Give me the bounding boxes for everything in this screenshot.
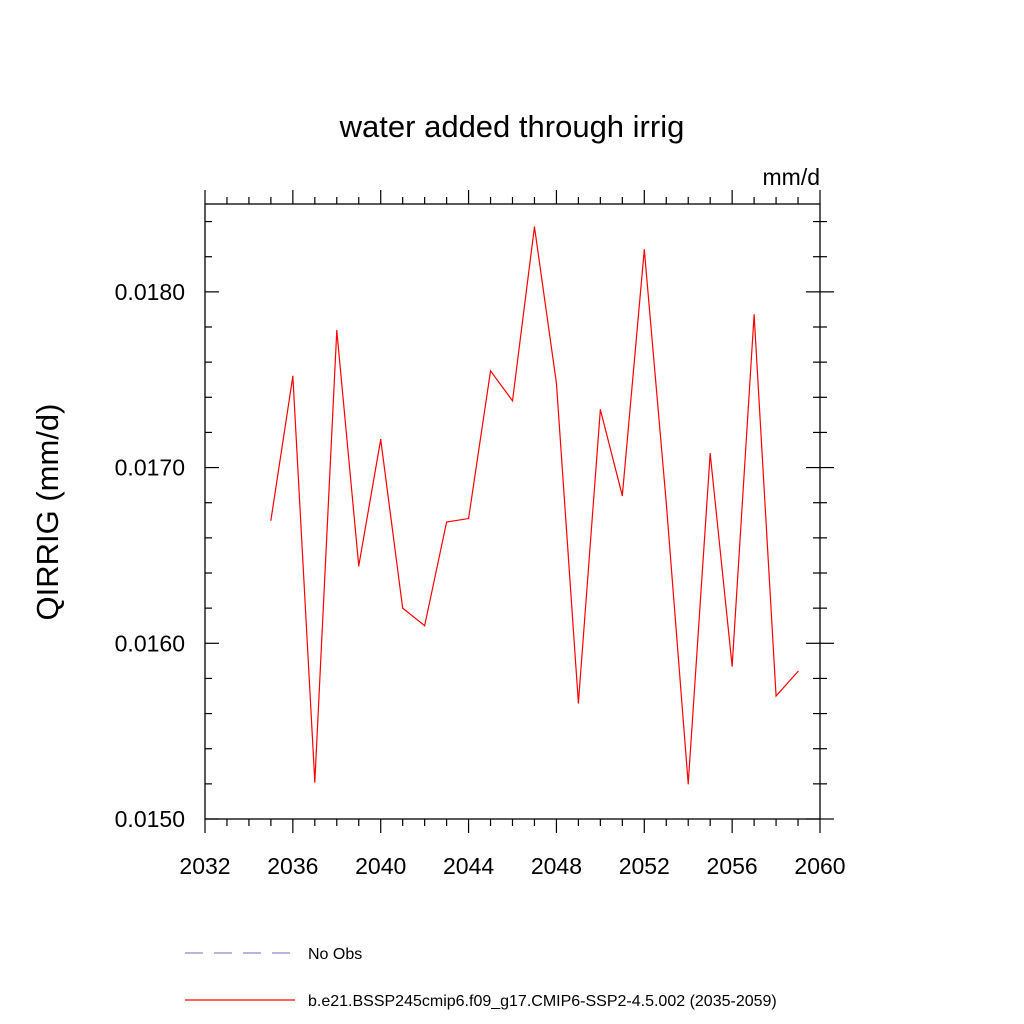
data-point <box>402 607 404 609</box>
data-point <box>511 400 514 402</box>
data-point <box>424 625 426 627</box>
data-point <box>731 665 733 667</box>
x-tick-label: 2032 <box>179 853 230 879</box>
x-tick-label: 2060 <box>794 853 845 879</box>
data-point <box>336 329 338 332</box>
data-point <box>533 226 536 228</box>
data-point <box>314 781 316 783</box>
x-tick-labels: 2032 2036 2040 2044 2048 2052 2056 2060 <box>179 853 845 879</box>
x-tick-label: 2044 <box>443 853 494 879</box>
data-point <box>446 521 448 523</box>
data-point <box>599 408 601 411</box>
data-point <box>555 382 558 384</box>
series-line <box>270 226 799 784</box>
x-tick-label: 2056 <box>707 853 758 879</box>
data-point <box>621 495 623 497</box>
y-tick-label: 0.0170 <box>115 455 185 481</box>
x-tick-label: 2040 <box>355 853 406 879</box>
data-point <box>358 565 360 567</box>
data-point <box>577 702 579 704</box>
units-label: mm/d <box>763 164 821 190</box>
y-tick-label: 0.0150 <box>115 806 185 832</box>
data-point <box>665 502 667 504</box>
y-axis-label: QIRRIG (mm/d) <box>30 404 65 621</box>
legend: No Obs b.e21.BSSP245cmip6.f09_g17.CMIP6-… <box>185 946 777 1010</box>
x-tick-label: 2052 <box>619 853 670 879</box>
data-point <box>270 519 272 521</box>
legend-label-no-obs: No Obs <box>308 946 362 963</box>
data-point <box>380 438 382 441</box>
data-point <box>489 370 492 372</box>
legend-label-model: b.e21.BSSP245cmip6.f09_g17.CMIP6-SSP2-4.… <box>308 993 777 1010</box>
axis-ticks <box>204 190 834 833</box>
y-tick-label: 0.0160 <box>115 630 185 656</box>
series-lines <box>270 226 799 785</box>
y-tick-label: 0.0180 <box>115 279 185 305</box>
data-point <box>753 314 755 316</box>
data-point <box>292 375 294 377</box>
x-tick-label: 2048 <box>531 853 582 879</box>
data-point <box>797 670 799 673</box>
data-point <box>709 452 711 455</box>
plot-frame <box>204 203 821 820</box>
x-tick-label: 2036 <box>267 853 318 879</box>
data-point <box>687 783 689 785</box>
data-point <box>467 517 470 520</box>
chart-title: water added through irrig <box>339 109 685 144</box>
data-point <box>643 249 645 251</box>
y-tick-labels: 0.0150 0.0160 0.0170 0.0180 <box>115 279 185 832</box>
data-point <box>775 695 777 697</box>
